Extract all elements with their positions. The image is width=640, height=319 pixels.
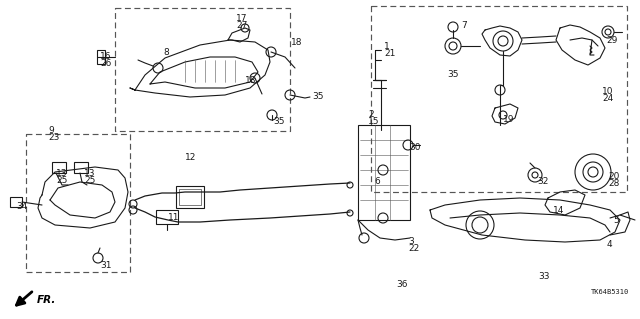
Text: FR.: FR. bbox=[37, 295, 56, 305]
Bar bbox=[156, 210, 178, 224]
Text: 15: 15 bbox=[368, 117, 380, 126]
Text: 20: 20 bbox=[608, 172, 620, 181]
Text: 6: 6 bbox=[374, 177, 380, 186]
Bar bbox=[115, 8, 290, 131]
Text: TK64B5310: TK64B5310 bbox=[591, 289, 629, 295]
Text: 25: 25 bbox=[84, 176, 95, 185]
Text: 2: 2 bbox=[368, 110, 374, 119]
Bar bbox=[10, 197, 22, 207]
Text: 14: 14 bbox=[553, 206, 564, 215]
Text: 18: 18 bbox=[245, 76, 257, 85]
Bar bbox=[179, 189, 201, 205]
Text: 10: 10 bbox=[602, 87, 614, 96]
Text: 18: 18 bbox=[291, 38, 303, 47]
Text: 28: 28 bbox=[608, 179, 620, 188]
Text: 36: 36 bbox=[396, 280, 408, 289]
Bar bbox=[52, 162, 66, 173]
Text: 7: 7 bbox=[461, 21, 467, 30]
Text: 1: 1 bbox=[384, 42, 390, 51]
Text: 9: 9 bbox=[48, 126, 54, 135]
Text: 27: 27 bbox=[236, 21, 248, 30]
Text: 22: 22 bbox=[408, 244, 419, 253]
Text: 31: 31 bbox=[100, 261, 111, 270]
Text: 19: 19 bbox=[503, 115, 515, 124]
Text: 33: 33 bbox=[538, 272, 550, 281]
Text: 32: 32 bbox=[537, 177, 548, 186]
Text: 21: 21 bbox=[384, 49, 396, 58]
Text: 12: 12 bbox=[185, 153, 196, 162]
Text: 8: 8 bbox=[163, 48, 169, 57]
Text: 13: 13 bbox=[84, 169, 95, 178]
Text: 30: 30 bbox=[409, 143, 420, 152]
Bar bbox=[26, 134, 130, 272]
Text: 5: 5 bbox=[613, 216, 619, 225]
Text: 4: 4 bbox=[607, 240, 612, 249]
Text: 25: 25 bbox=[56, 176, 67, 185]
Text: 3: 3 bbox=[408, 237, 413, 246]
Text: 35: 35 bbox=[273, 117, 285, 126]
Bar bbox=[97, 50, 105, 64]
Text: 23: 23 bbox=[48, 133, 60, 142]
Text: 34: 34 bbox=[16, 202, 28, 211]
Text: 29: 29 bbox=[606, 36, 618, 45]
Bar bbox=[358, 125, 410, 220]
Text: 17: 17 bbox=[236, 14, 248, 23]
Bar bbox=[371, 6, 627, 192]
Text: 16: 16 bbox=[100, 52, 111, 61]
Text: 26: 26 bbox=[100, 59, 111, 68]
Bar bbox=[176, 186, 204, 208]
Bar bbox=[74, 162, 88, 173]
Text: 35: 35 bbox=[312, 92, 323, 101]
Text: 35: 35 bbox=[447, 70, 458, 79]
Text: 11: 11 bbox=[168, 213, 179, 222]
Text: 13: 13 bbox=[56, 169, 67, 178]
Text: 24: 24 bbox=[602, 94, 613, 103]
